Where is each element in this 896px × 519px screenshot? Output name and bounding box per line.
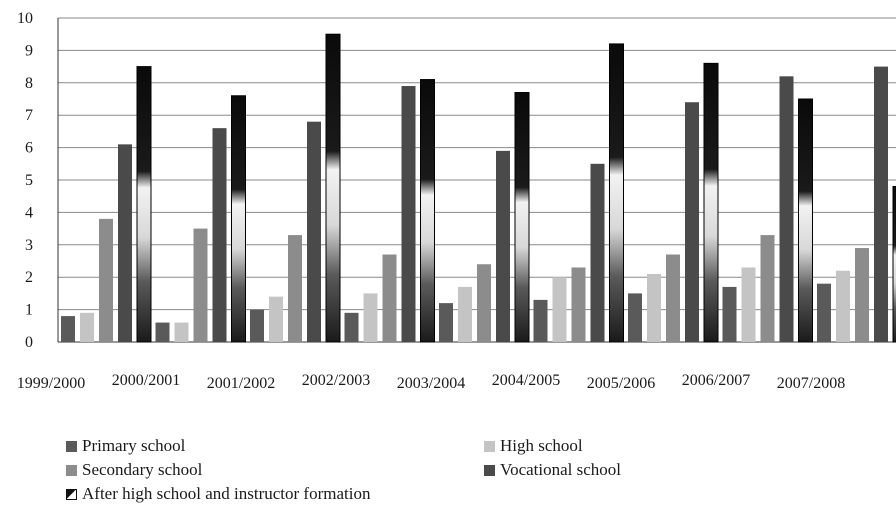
bar-secondary-school [382, 254, 397, 342]
bar-vocational-school [307, 121, 321, 343]
legend-label: Vocational school [500, 460, 622, 479]
bar-high-school [647, 273, 661, 342]
bar-high-school [458, 286, 472, 342]
bar-primary-school [722, 286, 737, 342]
bar-primary-school [61, 316, 75, 342]
x-tick-label: 2005/2006 [587, 375, 655, 392]
legend-swatch [66, 488, 77, 500]
bar-after-high-school-and-instructor-formation [325, 33, 341, 343]
bars [61, 33, 896, 343]
x-tick-label: 2007/2008 [777, 375, 845, 392]
legend-item: After high school and instructor formati… [66, 484, 370, 504]
legend-swatch [66, 440, 77, 452]
bar-vocational-school [496, 150, 510, 342]
bar-secondary-school [99, 218, 113, 342]
bar-high-school [269, 296, 283, 342]
y-tick-label: 4 [25, 204, 33, 221]
bar-secondary-school [288, 235, 302, 342]
legend-label: Primary school [82, 436, 186, 455]
bar-after-high-school-and-instructor-formation [892, 185, 896, 343]
legend-swatch [66, 464, 77, 476]
legend-label: Secondary school [82, 460, 203, 479]
y-tick-label: 9 [25, 42, 33, 59]
bar-after-high-school-and-instructor-formation [231, 95, 246, 343]
bar-primary-school [344, 312, 359, 342]
bar-vocational-school [779, 76, 794, 342]
y-tick-label: 0 [25, 334, 33, 351]
legend-item: High school [484, 436, 583, 456]
legend-label: After high school and instructor formati… [82, 484, 371, 503]
y-tick-label: 1 [25, 302, 33, 319]
legend-swatch [484, 440, 495, 452]
bar-after-high-school-and-instructor-formation [703, 62, 719, 343]
y-tick-label: 7 [25, 107, 33, 124]
y-tick-label: 2 [25, 269, 33, 286]
bar-primary-school [817, 283, 831, 342]
bar-vocational-school [401, 86, 416, 342]
bar-after-high-school-and-instructor-formation [609, 43, 624, 343]
x-tick-label: 1999/2000 [17, 375, 85, 392]
bar-primary-school [439, 303, 453, 342]
bar-primary-school [250, 309, 264, 342]
bar-vocational-school [590, 163, 605, 342]
bar-secondary-school [571, 267, 586, 342]
bar-primary-school [155, 322, 170, 342]
x-tick-label: 2003/2004 [397, 375, 465, 392]
bar-high-school [174, 322, 189, 342]
y-tick-label: 3 [25, 237, 33, 254]
bar-vocational-school [212, 128, 227, 342]
bar-after-high-school-and-instructor-formation [514, 92, 530, 343]
x-tick-label: 2006/2007 [682, 372, 750, 389]
y-tick-label: 10 [17, 10, 33, 27]
x-tick-label: 2000/2001 [112, 372, 180, 389]
legend-item: Vocational school [484, 460, 621, 480]
bar-high-school [80, 312, 94, 342]
x-tick-label: 2004/2005 [492, 372, 560, 389]
bar-chart: 0 1 2 3 4 5 6 7 8 9 10 1999/2000 2000/2001 2001/2002… [17, 10, 896, 392]
bar-vocational-school [874, 66, 888, 342]
bar-after-high-school-and-instructor-formation [798, 98, 813, 343]
legend-swatch [484, 464, 495, 476]
y-tick-label: 5 [25, 172, 33, 189]
x-tick-label: 2001/2002 [207, 375, 275, 392]
bar-high-school [552, 277, 567, 342]
bar-high-school [363, 293, 378, 342]
bar-secondary-school [193, 228, 208, 342]
bar-secondary-school [477, 264, 491, 342]
x-tick-label: 2002/2003 [302, 372, 370, 389]
x-axis: 1999/2000 2000/2001 2001/2002 2002/2003 2003… [17, 372, 845, 392]
legend-item: Primary school [66, 436, 185, 456]
bar-vocational-school [118, 144, 132, 342]
y-tick-label: 8 [25, 75, 33, 92]
bar-high-school [836, 270, 850, 342]
bar-after-high-school-and-instructor-formation [420, 79, 435, 343]
y-axis: 0 1 2 3 4 5 6 7 8 9 10 [17, 10, 59, 351]
legend-item: Secondary school [66, 460, 202, 480]
bar-primary-school [628, 293, 642, 342]
legend-label: High school [500, 436, 583, 455]
bar-secondary-school [666, 254, 680, 342]
bar-secondary-school [855, 248, 869, 342]
y-tick-label: 6 [25, 140, 33, 157]
bar-after-high-school-and-instructor-formation [136, 66, 152, 343]
bar-high-school [741, 267, 756, 342]
bar-secondary-school [760, 235, 775, 342]
bar-primary-school [533, 299, 548, 342]
bar-vocational-school [685, 102, 699, 343]
